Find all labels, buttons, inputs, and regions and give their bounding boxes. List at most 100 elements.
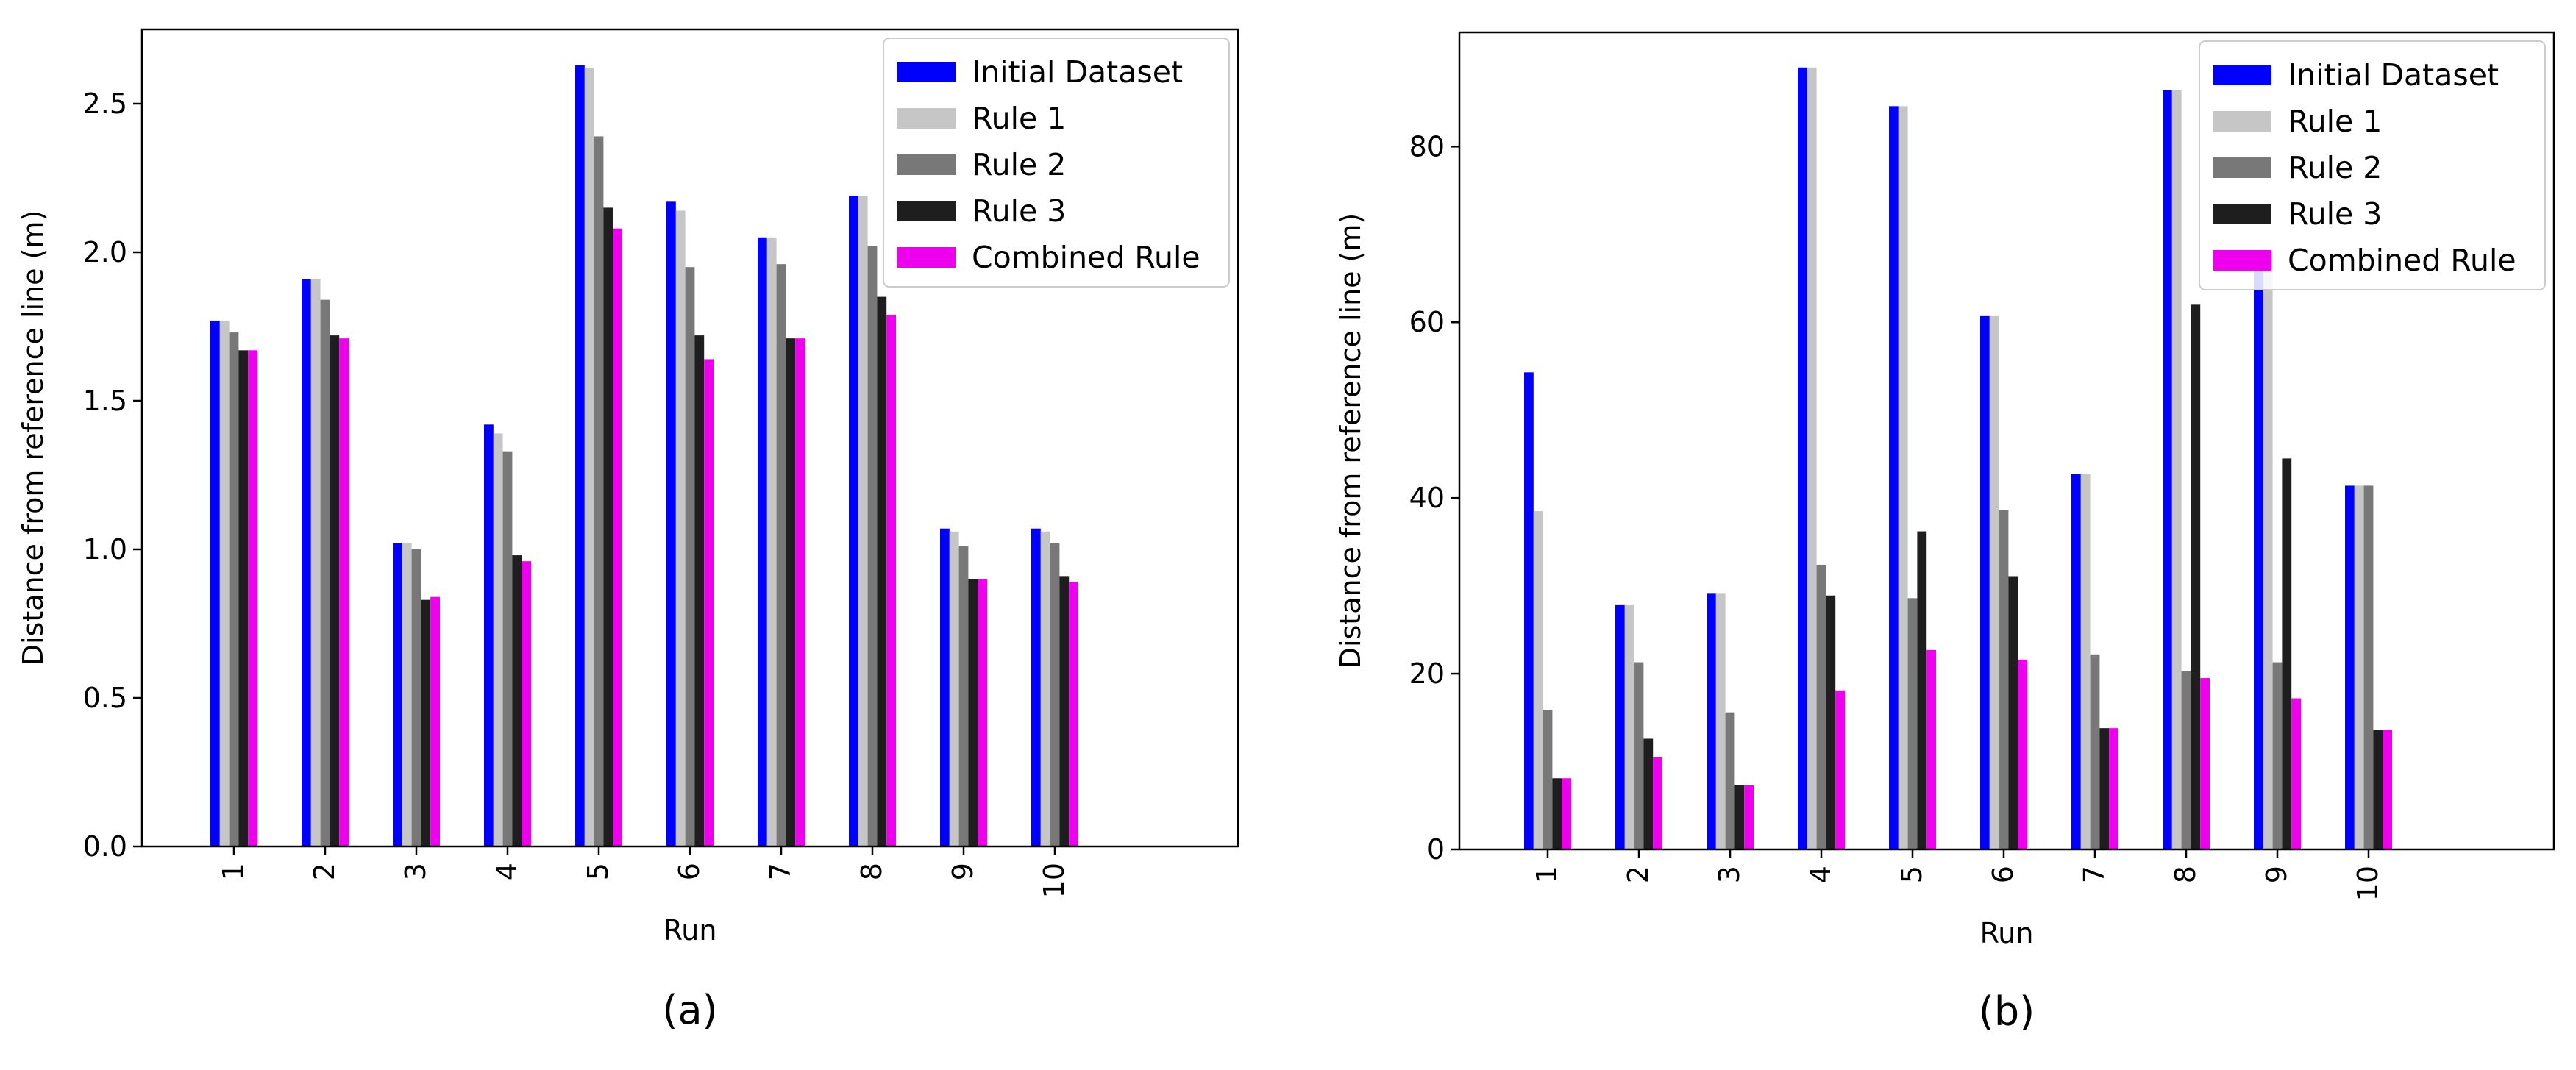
bar-combined-rule-run-1 (1562, 778, 1571, 849)
x-tick-label: 5 (582, 863, 614, 880)
bar-rule-3-run-8 (2191, 304, 2201, 850)
x-tick-label: 5 (1896, 866, 1928, 883)
y-tick-label: 40 (1409, 482, 1445, 514)
bar-combined-rule-run-8 (886, 314, 896, 847)
y-tick-label: 1.0 (83, 533, 127, 566)
bar-rule-3-run-5 (1917, 531, 1927, 849)
x-tick-label: 7 (764, 863, 797, 880)
y-axis-label: Distance from reference line (m) (17, 210, 49, 666)
bar-initial-dataset-run-4 (1798, 67, 1807, 849)
x-tick-label: 4 (491, 863, 523, 880)
bar-rule-2-run-4 (502, 451, 513, 846)
bar-rule-3-run-9 (968, 579, 978, 846)
bar-rule-2-run-2 (1634, 662, 1644, 849)
legend-label-rule-2: Rule 2 (2288, 150, 2382, 185)
bar-initial-dataset-run-8 (2163, 90, 2172, 850)
x-tick-label: 3 (399, 863, 432, 880)
legend-swatch-rule-3 (2213, 204, 2271, 224)
bar-rule-3-run-1 (1552, 778, 1562, 849)
bar-rule-3-run-1 (238, 350, 249, 846)
bar-rule-1-run-10 (2354, 485, 2364, 849)
legend-swatch-combined-rule (897, 247, 956, 268)
bar-rule-2-run-9 (2272, 662, 2283, 849)
bar-rule-2-run-10 (1050, 543, 1060, 846)
legend-swatch-rule-1 (2213, 111, 2271, 132)
legend-label-combined-rule: Combined Rule (2288, 243, 2516, 278)
legend-swatch-rule-2 (2213, 157, 2271, 178)
legend-label-rule-1: Rule 1 (972, 101, 1066, 136)
bar-combined-rule-run-5 (613, 228, 622, 846)
bar-rule-3-run-5 (603, 207, 613, 846)
bar-rule-3-run-2 (330, 335, 340, 846)
bar-initial-dataset-run-7 (758, 237, 767, 846)
bar-rule-3-run-3 (421, 599, 431, 846)
y-tick-label: 2.0 (83, 236, 127, 268)
legend-swatch-initial-dataset (897, 62, 956, 82)
bar-rule-3-run-6 (694, 335, 705, 846)
bar-initial-dataset-run-7 (2071, 474, 2081, 849)
bar-rule-2-run-6 (685, 267, 695, 846)
bar-rule-3-run-4 (512, 555, 522, 846)
bar-rule-1-run-4 (493, 433, 503, 846)
legend: Initial Dataset Rule 1 Rule 2 Rule 3 Combine… (883, 38, 1230, 288)
bar-rule-1-run-6 (675, 210, 686, 846)
bar-rule-1-run-1 (1533, 511, 1543, 849)
bar-initial-dataset-run-3 (1707, 593, 1716, 849)
bar-rule-2-run-9 (958, 546, 969, 846)
x-tick-label: 3 (1713, 866, 1746, 883)
bar-rule-3-run-10 (2373, 730, 2383, 849)
legend-label-rule-1: Rule 1 (2288, 104, 2382, 139)
x-tick-label: 1 (1531, 866, 1563, 883)
y-tick-label: 80 (1409, 130, 1445, 163)
bar-rule-2-run-7 (2090, 654, 2100, 849)
bar-combined-rule-run-6 (2018, 659, 2027, 849)
y-tick-label: 2.5 (83, 88, 127, 120)
plot-frame (1458, 31, 2555, 851)
bar-combined-rule-run-3 (1744, 785, 1754, 849)
bar-combined-rule-run-8 (2200, 678, 2210, 849)
x-tick-label: 8 (2169, 866, 2202, 883)
bar-combined-rule-run-2 (1653, 757, 1662, 849)
bar-rule-1-run-7 (766, 237, 777, 846)
bar-rule-1-run-5 (584, 68, 594, 846)
bar-combined-rule-run-10 (1069, 582, 1078, 846)
bar-combined-rule-run-5 (1926, 649, 1936, 849)
y-axis-label: Distance from reference line (m) (1334, 213, 1367, 669)
bar-initial-dataset-run-8 (849, 196, 858, 846)
bar-rule-3-run-7 (2099, 728, 2110, 849)
x-tick-label: 6 (673, 863, 705, 880)
bar-initial-dataset-run-9 (940, 528, 950, 846)
legend-label-initial-dataset: Initial Dataset (2288, 57, 2499, 93)
bar-combined-rule-run-4 (522, 561, 531, 846)
bar-rule-2-run-8 (2181, 671, 2191, 849)
chart-panel-b: 0 20 40 60 80 1 2 3 4 5 6 7 8 9 10 Run Distance from ref… (1334, 31, 2555, 1035)
legend-swatch-rule-1 (897, 108, 956, 129)
bar-rule-3-run-9 (2282, 458, 2292, 849)
bar-combined-rule-run-9 (2291, 698, 2301, 849)
x-tick-label: 1 (217, 863, 249, 880)
bar-rule-1-run-3 (402, 543, 412, 846)
legend: Initial Dataset Rule 1 Rule 2 Rule 3 Combine… (2199, 40, 2546, 290)
legend-label-rule-2: Rule 2 (972, 147, 1066, 182)
bar-rule-3-run-4 (1826, 595, 1836, 849)
bar-rule-2-run-4 (1816, 564, 1826, 849)
bar-rule-1-run-10 (1040, 531, 1050, 846)
legend-swatch-initial-dataset (2213, 65, 2271, 85)
x-axis-label: Run (663, 914, 717, 946)
x-tick-label: 9 (2260, 866, 2293, 883)
bar-rule-2-run-6 (1999, 510, 2009, 849)
bar-combined-rule-run-6 (704, 359, 714, 846)
bar-rule-1-run-1 (219, 320, 230, 846)
bar-initial-dataset-run-1 (210, 320, 220, 846)
x-tick-label: 9 (947, 863, 979, 880)
y-tick-label: 0 (1427, 833, 1445, 866)
chart-panel-a: 0.0 0.5 1.0 1.5 2.0 2.5 1 2 3 4 5 6 7 8 9 10 Run Distance… (17, 28, 1239, 1033)
bar-rule-3-run-10 (1059, 576, 1070, 846)
bar-rule-2-run-1 (1543, 710, 1553, 849)
bar-rule-2-run-5 (1907, 598, 1918, 849)
bar-combined-rule-run-7 (795, 338, 805, 846)
y-tick-label: 0.0 (83, 830, 127, 863)
legend-box (883, 38, 1230, 288)
bar-initial-dataset-run-6 (666, 201, 676, 846)
bar-initial-dataset-run-10 (1031, 528, 1041, 846)
